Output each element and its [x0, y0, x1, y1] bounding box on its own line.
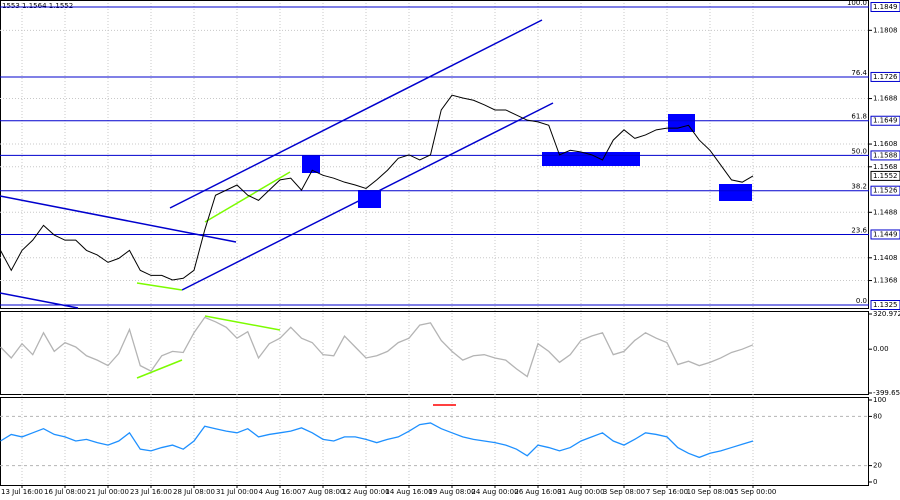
cci-frame — [0, 311, 869, 395]
price-box-label: 1.1849 — [873, 3, 898, 11]
x-tick-label: 4 Aug 16:00 — [259, 488, 302, 496]
price-box-label: 1.1526 — [873, 187, 898, 195]
chart-title: 1553 1.1564 1.1552 — [2, 2, 73, 10]
divergence-line — [136, 282, 183, 291]
fib-label: 61.8 — [851, 113, 867, 121]
x-tick-label: 23 Jul 16:00 — [130, 488, 172, 496]
x-tick-label: 31 Aug 00:00 — [557, 488, 604, 496]
y-tick-label: -399.652 — [873, 389, 900, 397]
x-tick-label: 10 Sep 08:00 — [687, 488, 734, 496]
price-line — [0, 422, 754, 459]
fib-label: 76.4 — [851, 69, 867, 77]
price-box-label: 1.1588 — [873, 151, 898, 159]
divergence-line — [204, 315, 281, 331]
price-box — [870, 229, 900, 240]
y-tick-label: 80 — [873, 412, 882, 420]
x-tick-label: 13 Jul 16:00 — [1, 488, 43, 496]
x-tick-label: 28 Jul 08:00 — [173, 488, 215, 496]
price-box — [870, 115, 900, 126]
main-frame — [0, 0, 869, 309]
x-tick-label: 15 Sep 00:00 — [730, 488, 777, 496]
zone — [542, 152, 640, 166]
price-line — [0, 316, 754, 378]
price-box — [870, 150, 900, 161]
y-tick-label: 320.9724 — [873, 310, 900, 318]
rsi-frame — [0, 397, 869, 486]
x-tick-label: 16 Jul 08:00 — [44, 488, 86, 496]
x-tick-label: 24 Aug 00:00 — [471, 488, 518, 496]
x-tick-label: 12 Aug 00:00 — [342, 488, 389, 496]
y-tick-label: 1.1568 — [873, 163, 898, 171]
x-tick-label: 3 Sep 08:00 — [603, 488, 645, 496]
x-tick-label: 21 Jul 00:00 — [87, 488, 129, 496]
divergence-line — [136, 359, 183, 379]
channel-upper — [169, 19, 543, 209]
y-tick-label: 0 — [873, 478, 877, 486]
y-tick-label: 1.1368 — [873, 277, 898, 285]
divergence-line — [204, 171, 291, 223]
fib-label: 23.6 — [851, 226, 867, 234]
x-tick-label: 26 Aug 16:00 — [514, 488, 561, 496]
price-box — [870, 185, 900, 196]
x-tick-label: 7 Sep 16:00 — [646, 488, 688, 496]
zone — [302, 155, 320, 173]
x-tick-label: 19 Aug 08:00 — [428, 488, 475, 496]
price-box-label: 1.1649 — [873, 117, 898, 125]
y-tick-label: 1.1808 — [873, 26, 898, 34]
y-tick-label: 100 — [873, 396, 886, 404]
price-box — [870, 71, 900, 82]
y-tick-label: 0.00 — [873, 345, 889, 353]
fib-label: 38.2 — [851, 183, 867, 191]
price-line — [0, 94, 754, 281]
fib-label: 0.0 — [856, 297, 867, 305]
fib-label: 100.0 — [847, 0, 867, 7]
fib-label: 50.0 — [851, 147, 867, 155]
x-tick-label: 7 Aug 08:00 — [302, 488, 345, 496]
y-tick-label: 1.1408 — [873, 254, 898, 262]
last-price-box — [870, 170, 900, 181]
y-tick-label: 1.1688 — [873, 95, 898, 103]
frames — [0, 0, 869, 486]
price-box-label: 1.1449 — [873, 230, 898, 238]
x-tick-label: 31 Jul 00:00 — [216, 488, 258, 496]
y-tick-label: 20 — [873, 462, 882, 470]
zone — [719, 184, 752, 201]
y-tick-label: 1.1608 — [873, 140, 898, 148]
zone — [358, 190, 381, 208]
price-box-label: 1.1726 — [873, 73, 898, 81]
price-box — [870, 2, 900, 12]
price-box-label: 1.1325 — [873, 301, 898, 309]
price-box — [870, 300, 900, 310]
x-tick-label: 14 Aug 16:00 — [385, 488, 432, 496]
last-price-label: 1.1552 — [873, 172, 898, 180]
y-tick-label: 1.1488 — [873, 208, 898, 216]
zone — [668, 114, 695, 132]
grid — [0, 3, 869, 484]
